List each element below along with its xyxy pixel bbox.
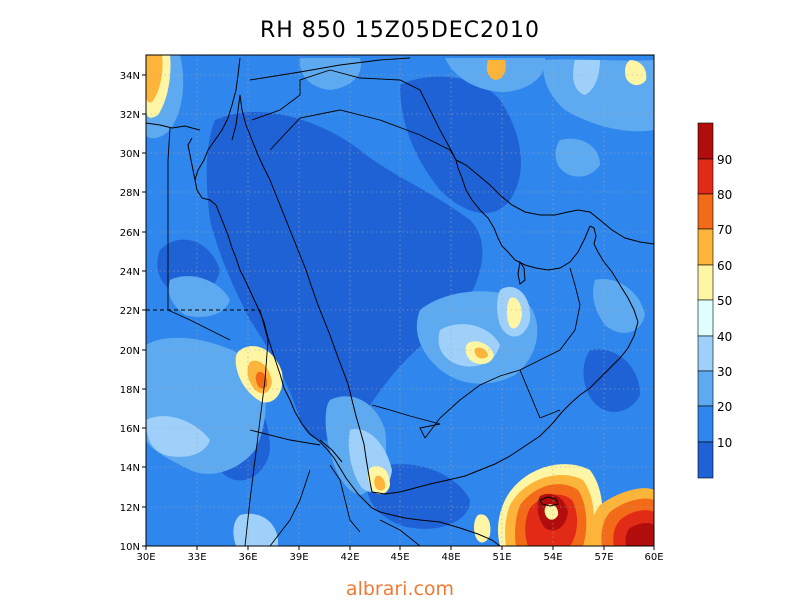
colorbar-label: 60 [717,259,732,273]
lon-tick-label: 30E [136,552,155,563]
lon-tick-label: 48E [441,552,460,563]
longitude-labels: 30E 33E 36E 39E 42E 45E 48E 51E 54E 57E … [136,552,663,563]
colorbar-segment [697,264,714,301]
colorbar-label: 40 [717,330,732,344]
colorbar-segment [697,370,714,407]
lon-tick-label: 45E [390,552,409,563]
lat-tick-label: 32N [120,110,140,121]
latitude-labels: 10N 12N 14N 16N 18N 20N 22N 24N 26N 28N … [120,71,140,553]
lat-tick-label: 12N [120,503,140,514]
lat-tick-label: 22N [120,306,140,317]
colorbar-label: 10 [717,436,732,450]
lat-tick-label: 10N [120,542,140,553]
lat-tick-label: 34N [120,71,140,82]
colorbar [697,122,714,479]
lat-tick-label: 26N [120,228,140,239]
lon-tick-label: 54E [543,552,562,563]
axis-ticks [142,74,655,550]
lat-tick-label: 28N [120,188,140,199]
political-borders [146,57,581,546]
lat-tick-label: 16N [120,424,140,435]
lat-lon-grid [146,55,654,546]
colorbar-segment [697,228,714,266]
lat-tick-label: 24N [120,267,140,278]
colorbar-label: 70 [717,223,732,237]
colorbar-label: 90 [717,153,732,167]
colorbar-segment [697,299,714,337]
lat-tick-label: 20N [120,346,140,357]
lat-tick-label: 14N [120,463,140,474]
lon-tick-label: 42E [340,552,359,563]
lon-tick-label: 36E [238,552,257,563]
colorbar-segment [697,441,714,479]
lon-tick-label: 33E [187,552,206,563]
lon-tick-label: 60E [644,552,663,563]
lon-tick-label: 51E [492,552,511,563]
colorbar-label: 30 [717,365,732,379]
colorbar-label: 80 [717,188,732,202]
footer-website: albrari.com [345,578,455,600]
map-title: RH 850 15Z05DEC2010 [259,18,541,43]
colorbar-label: 50 [717,294,732,308]
lat-tick-label: 30N [120,149,140,160]
colorbar-labels: 90 80 70 60 50 40 30 20 10 [717,153,732,450]
colorbar-segment [697,335,714,372]
coastlines [146,57,654,546]
lon-tick-label: 57E [594,552,613,563]
lat-tick-label: 18N [120,385,140,396]
colorbar-segment [697,405,714,443]
colorbar-label: 20 [717,400,732,414]
colorbar-segment [697,158,714,195]
colorbar-segment [697,122,714,160]
colorbar-segment [697,193,714,230]
lon-tick-label: 39E [289,552,308,563]
